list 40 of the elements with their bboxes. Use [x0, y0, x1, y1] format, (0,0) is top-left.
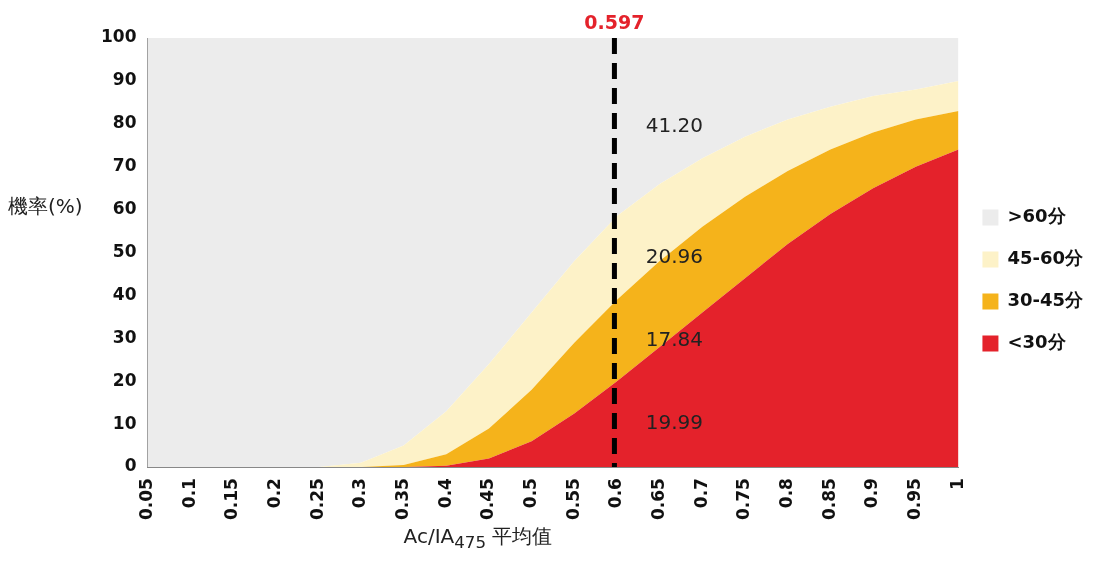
- y-tick-label: 80: [112, 112, 137, 133]
- x-tick-label: 0.75: [733, 478, 754, 521]
- y-tick-label: 20: [112, 369, 137, 390]
- x-tick-label: 0.9: [861, 478, 882, 509]
- y-tick-label: 70: [112, 155, 137, 176]
- y-tick-label: 10: [112, 412, 137, 433]
- y-tick-label: 0: [124, 455, 137, 476]
- y-tick-label: 90: [112, 69, 137, 90]
- legend-label: 45-60分: [1007, 247, 1084, 269]
- x-tick-label: 0.95: [904, 478, 925, 521]
- x-tick-label: 1: [946, 478, 967, 490]
- y-tick-label: 100: [100, 26, 137, 47]
- legend-label: <30分: [1007, 331, 1067, 353]
- ref-line-label: 0.597: [584, 11, 645, 34]
- x-tick-label: 0.55: [562, 478, 583, 521]
- y-tick-label: 60: [112, 198, 137, 219]
- annotation: 19.99: [645, 410, 704, 435]
- x-tick-label: 0.3: [349, 478, 370, 509]
- x-tick-label: 0.2: [263, 478, 284, 509]
- x-tick-label: 0.15: [221, 478, 242, 521]
- y-axis-title: 機率(%): [8, 193, 83, 220]
- y-tick-label: 40: [112, 283, 137, 304]
- x-tick-label: 0.45: [477, 478, 498, 521]
- x-tick-label: 0.85: [818, 478, 839, 521]
- x-tick-label: 0.65: [648, 478, 669, 521]
- y-tick-label: 30: [112, 326, 137, 347]
- x-tick-label: 0.35: [392, 478, 412, 521]
- x-tick-label: 0.25: [306, 478, 327, 521]
- legend-label: >60分: [1007, 205, 1067, 227]
- x-axis-title: Ac/IA$_{475}$ 平均值: [402, 523, 554, 552]
- x-tick-label: 0.5: [520, 478, 541, 509]
- x-tick-label: 0.4: [434, 477, 455, 509]
- legend-label: 30-45分: [1007, 289, 1084, 311]
- x-tick-label: 0.7: [690, 478, 711, 509]
- x-tick-label: 0.05: [135, 478, 156, 521]
- x-tick-label: 0.1: [178, 478, 199, 509]
- x-tick-label: 0.8: [776, 478, 797, 509]
- annotation: 41.20: [645, 113, 704, 138]
- x-tick-label: 0.6: [605, 478, 626, 509]
- y-tick-label: 50: [112, 240, 137, 261]
